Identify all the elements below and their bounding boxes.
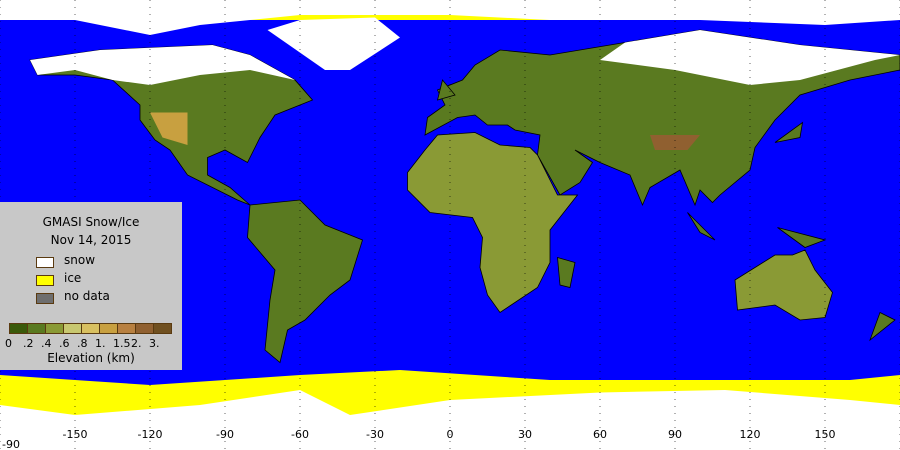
japan <box>774 121 804 143</box>
longitude-tick-label: 60 <box>593 428 607 441</box>
legend-date: Nov 14, 2015 <box>50 233 132 247</box>
new-zealand <box>869 311 896 342</box>
elevation-colorbar <box>9 323 172 334</box>
colorbar-segment <box>10 324 28 333</box>
colorbar-segment <box>28 324 46 333</box>
elevation-tick: .4 <box>41 337 52 350</box>
ice-label: ice <box>64 271 82 285</box>
colorbar-segment <box>136 324 154 333</box>
map-legend: GMASI Snow/Ice Nov 14, 2015 snow ice no … <box>0 202 182 370</box>
elevation-tick: .2 <box>23 337 34 350</box>
elevation-tick: .6 <box>59 337 70 350</box>
madagascar <box>557 256 576 288</box>
elevation-tick: 1. <box>95 337 106 350</box>
longitude-tick-label: -30 <box>366 428 384 441</box>
longitude-tick-label: 150 <box>814 428 836 441</box>
colorbar-segment <box>154 324 171 333</box>
longitude-tick-label: -60 <box>291 428 309 441</box>
colorbar-segment <box>64 324 82 333</box>
longitude-tick-label: -90 <box>216 428 234 441</box>
canada-snow <box>30 45 295 85</box>
ice-swatch <box>36 275 54 286</box>
longitude-tick-label: 30 <box>518 428 532 441</box>
elevation-tick: 0 <box>5 337 12 350</box>
longitude-tick-label: 0 <box>446 428 454 441</box>
colorbar-segment <box>100 324 118 333</box>
elevation-tick: .8 <box>77 337 88 350</box>
arctic-snow <box>0 0 900 35</box>
no-data-swatch <box>36 293 54 304</box>
siberia-snow <box>600 30 900 85</box>
longitude-tick-label: 120 <box>739 428 761 441</box>
greenland-snow <box>267 17 400 70</box>
australia <box>734 249 833 321</box>
latitude-label: -90 <box>2 438 20 450</box>
south-america <box>247 199 363 364</box>
colorbar-segment <box>46 324 64 333</box>
snow-label: snow <box>64 253 96 267</box>
legend-title: GMASI Snow/Ice <box>42 215 140 229</box>
longitude-tick-label: 90 <box>668 428 682 441</box>
longitude-tick-label: -120 <box>137 428 163 441</box>
sumatra <box>687 212 716 241</box>
great-britain <box>436 79 456 101</box>
colorbar-segment <box>118 324 136 333</box>
colorbar-segment <box>82 324 100 333</box>
no-data-label: no data <box>64 289 110 303</box>
longitude-tick-label: -150 <box>62 428 88 441</box>
africa <box>407 132 579 314</box>
rockies <box>150 112 188 145</box>
new-guinea <box>777 227 827 248</box>
tibet-plateau <box>650 135 700 150</box>
elevation-tick: 2. <box>131 337 142 350</box>
snow-swatch <box>36 257 54 268</box>
elevation-tick: 1.5 <box>113 337 131 350</box>
elevation-tick: 3. <box>149 337 160 350</box>
elevation-label: Elevation (km) <box>47 351 135 365</box>
